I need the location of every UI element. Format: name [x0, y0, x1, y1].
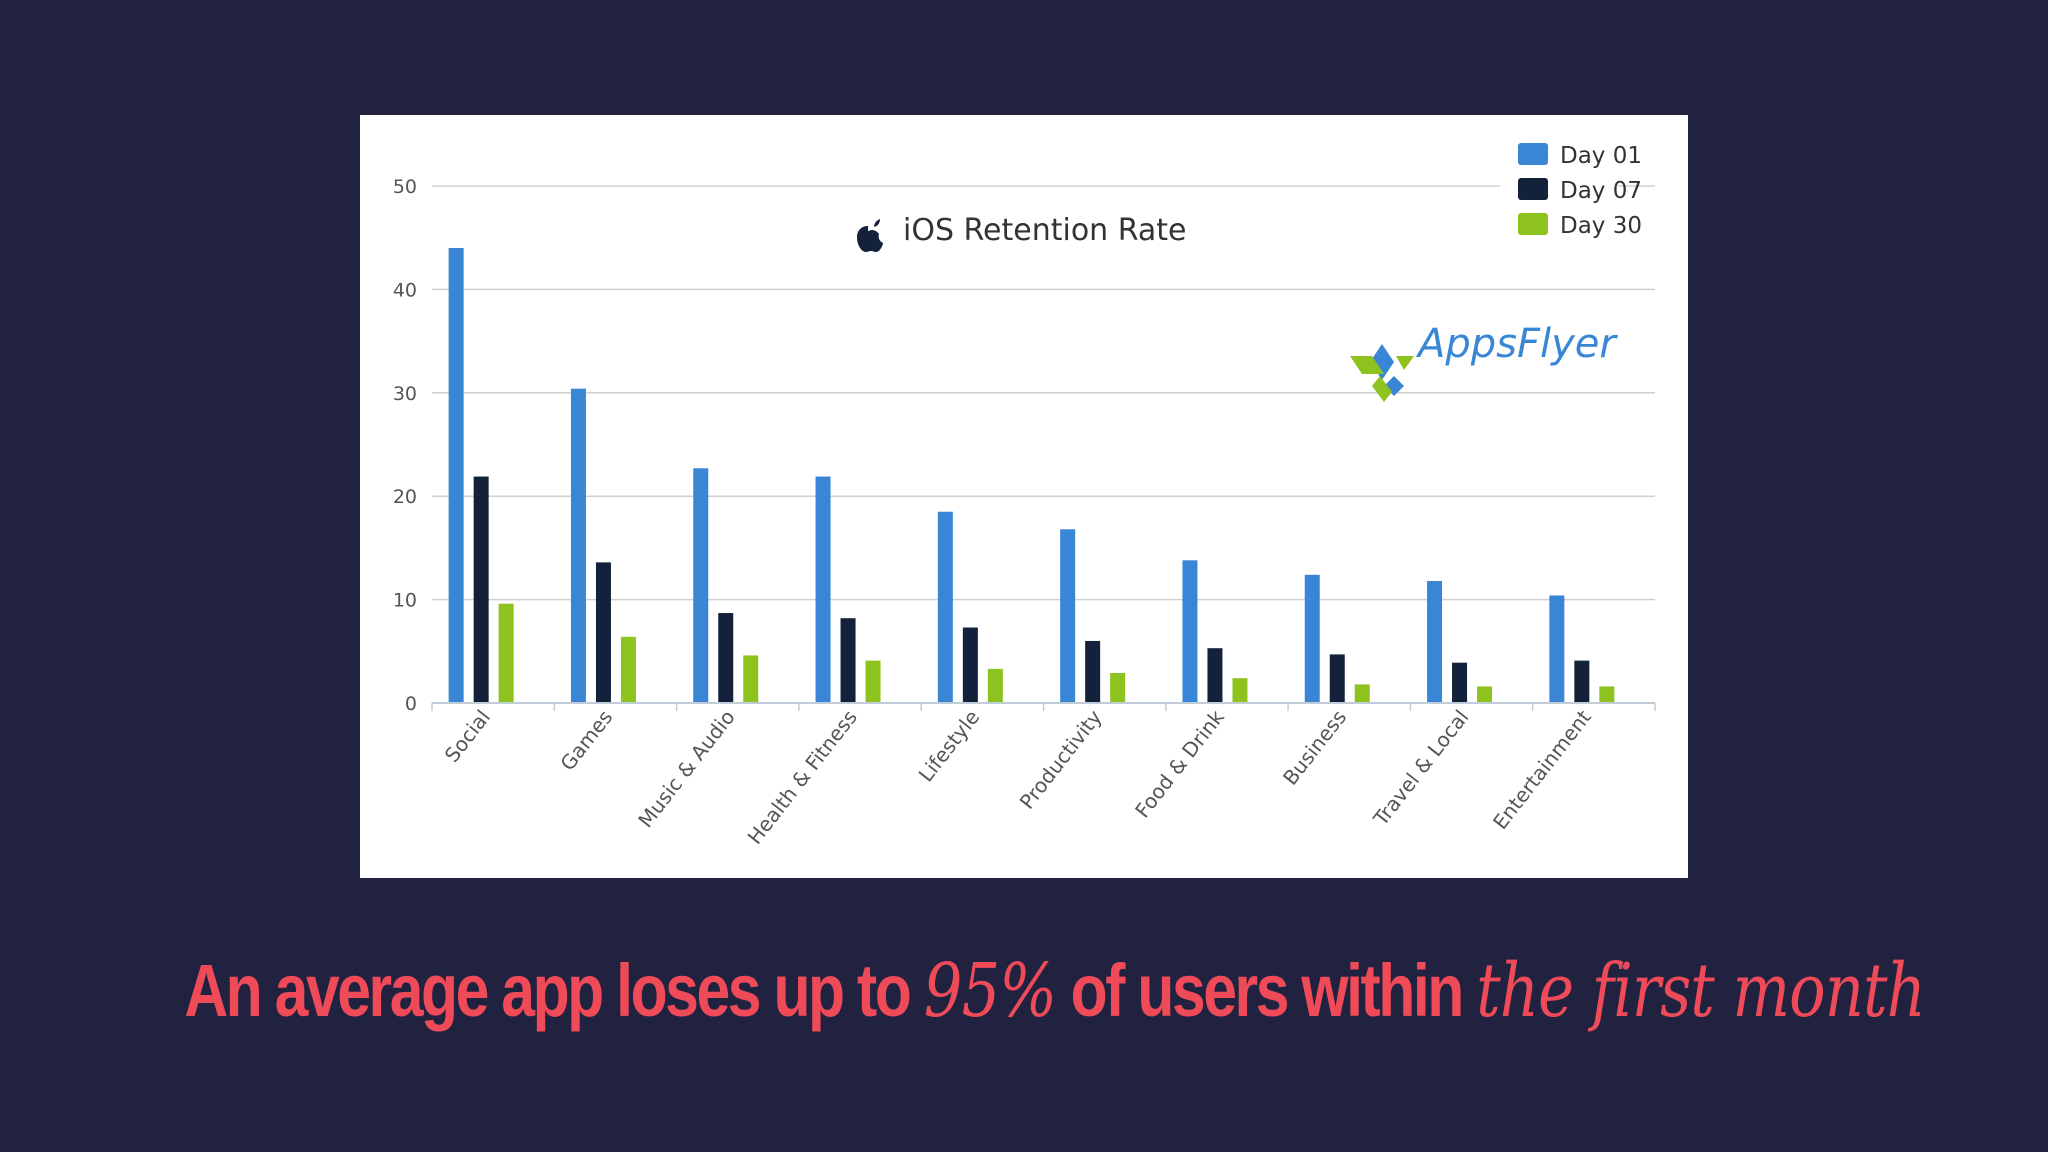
x-tick-label: Business: [1278, 705, 1351, 789]
apple-icon: [857, 219, 883, 252]
x-tick-label: Lifestyle: [914, 705, 985, 786]
bar: [448, 248, 464, 704]
caption-part-2: of users within: [1056, 949, 1477, 1032]
bar: [1060, 529, 1076, 703]
bar: [1574, 660, 1590, 703]
y-tick-label: 40: [393, 279, 417, 301]
x-tick-label: Health & Fitness: [743, 705, 862, 848]
bar: [718, 613, 734, 703]
appsflyer-logo: AppsFlyer: [1350, 321, 1618, 402]
legend-swatch: [1518, 178, 1548, 200]
y-tick-label: 0: [405, 693, 417, 715]
bar: [962, 627, 978, 703]
legend-label: Day 30: [1560, 213, 1642, 239]
x-tick-label: Food & Drink: [1130, 705, 1229, 822]
chart-title: iOS Retention Rate: [903, 213, 1187, 248]
chart-panel: 0 10 20 30 40 50 Social Games Music & Audio Healt…: [360, 115, 1688, 878]
caption-part-1: An average app loses up to: [184, 949, 924, 1032]
bar: [1304, 574, 1320, 703]
x-tick-label: Games: [555, 705, 617, 775]
y-tick-label: 20: [393, 486, 417, 508]
bar: [620, 636, 636, 703]
y-tick-label: 50: [393, 176, 417, 198]
x-tick-label: Social: [440, 705, 495, 767]
appsflyer-logo-icon: [1350, 344, 1414, 402]
bar: [1354, 684, 1370, 703]
bar: [1182, 560, 1198, 703]
bar: [595, 562, 611, 703]
bar: [1110, 673, 1126, 703]
bar: [815, 476, 831, 703]
legend-label: Day 01: [1560, 143, 1642, 169]
y-tick-label: 30: [393, 383, 417, 405]
bar: [1477, 686, 1493, 703]
bar: [473, 476, 489, 703]
bar: [1232, 678, 1248, 703]
x-tick-label: Productivity: [1015, 705, 1107, 813]
caption-highlight-percent: 95%: [923, 948, 1057, 1034]
retention-bar-chart: 0 10 20 30 40 50 Social Games Music & Audio Healt…: [393, 137, 1656, 849]
bar: [937, 511, 953, 703]
legend-swatch: [1518, 213, 1548, 235]
bar: [743, 655, 759, 703]
bar: [498, 603, 514, 703]
x-tick-label: Music & Audio: [633, 705, 739, 832]
bar: [1427, 580, 1443, 703]
legend-label: Day 07: [1560, 178, 1642, 204]
bar: [1549, 595, 1565, 703]
bar: [1085, 640, 1101, 703]
bar: [840, 618, 856, 703]
bar: [570, 388, 586, 703]
bar: [693, 468, 709, 703]
bars-layer: [448, 248, 1615, 704]
bar: [1599, 686, 1615, 703]
bar: [1329, 654, 1345, 703]
legend-swatch: [1518, 143, 1548, 165]
appsflyer-logo-text: AppsFlyer: [1415, 321, 1618, 367]
bar: [1207, 648, 1223, 703]
grid-layer: [432, 185, 1655, 601]
legend: Day 01 Day 07 Day 30: [1500, 137, 1642, 257]
bar: [1452, 662, 1468, 703]
slide-caption: An average app loses up to 95% of users …: [184, 948, 1925, 1058]
bar: [865, 660, 881, 703]
chart-title-group: iOS Retention Rate: [857, 213, 1187, 252]
x-tick-label: Entertainment: [1488, 705, 1596, 834]
x-tick-label: Travel & Local: [1368, 705, 1473, 831]
y-tick-label: 10: [393, 590, 417, 612]
caption-highlight-timeframe: the first month: [1476, 948, 1925, 1034]
bar: [987, 668, 1003, 703]
